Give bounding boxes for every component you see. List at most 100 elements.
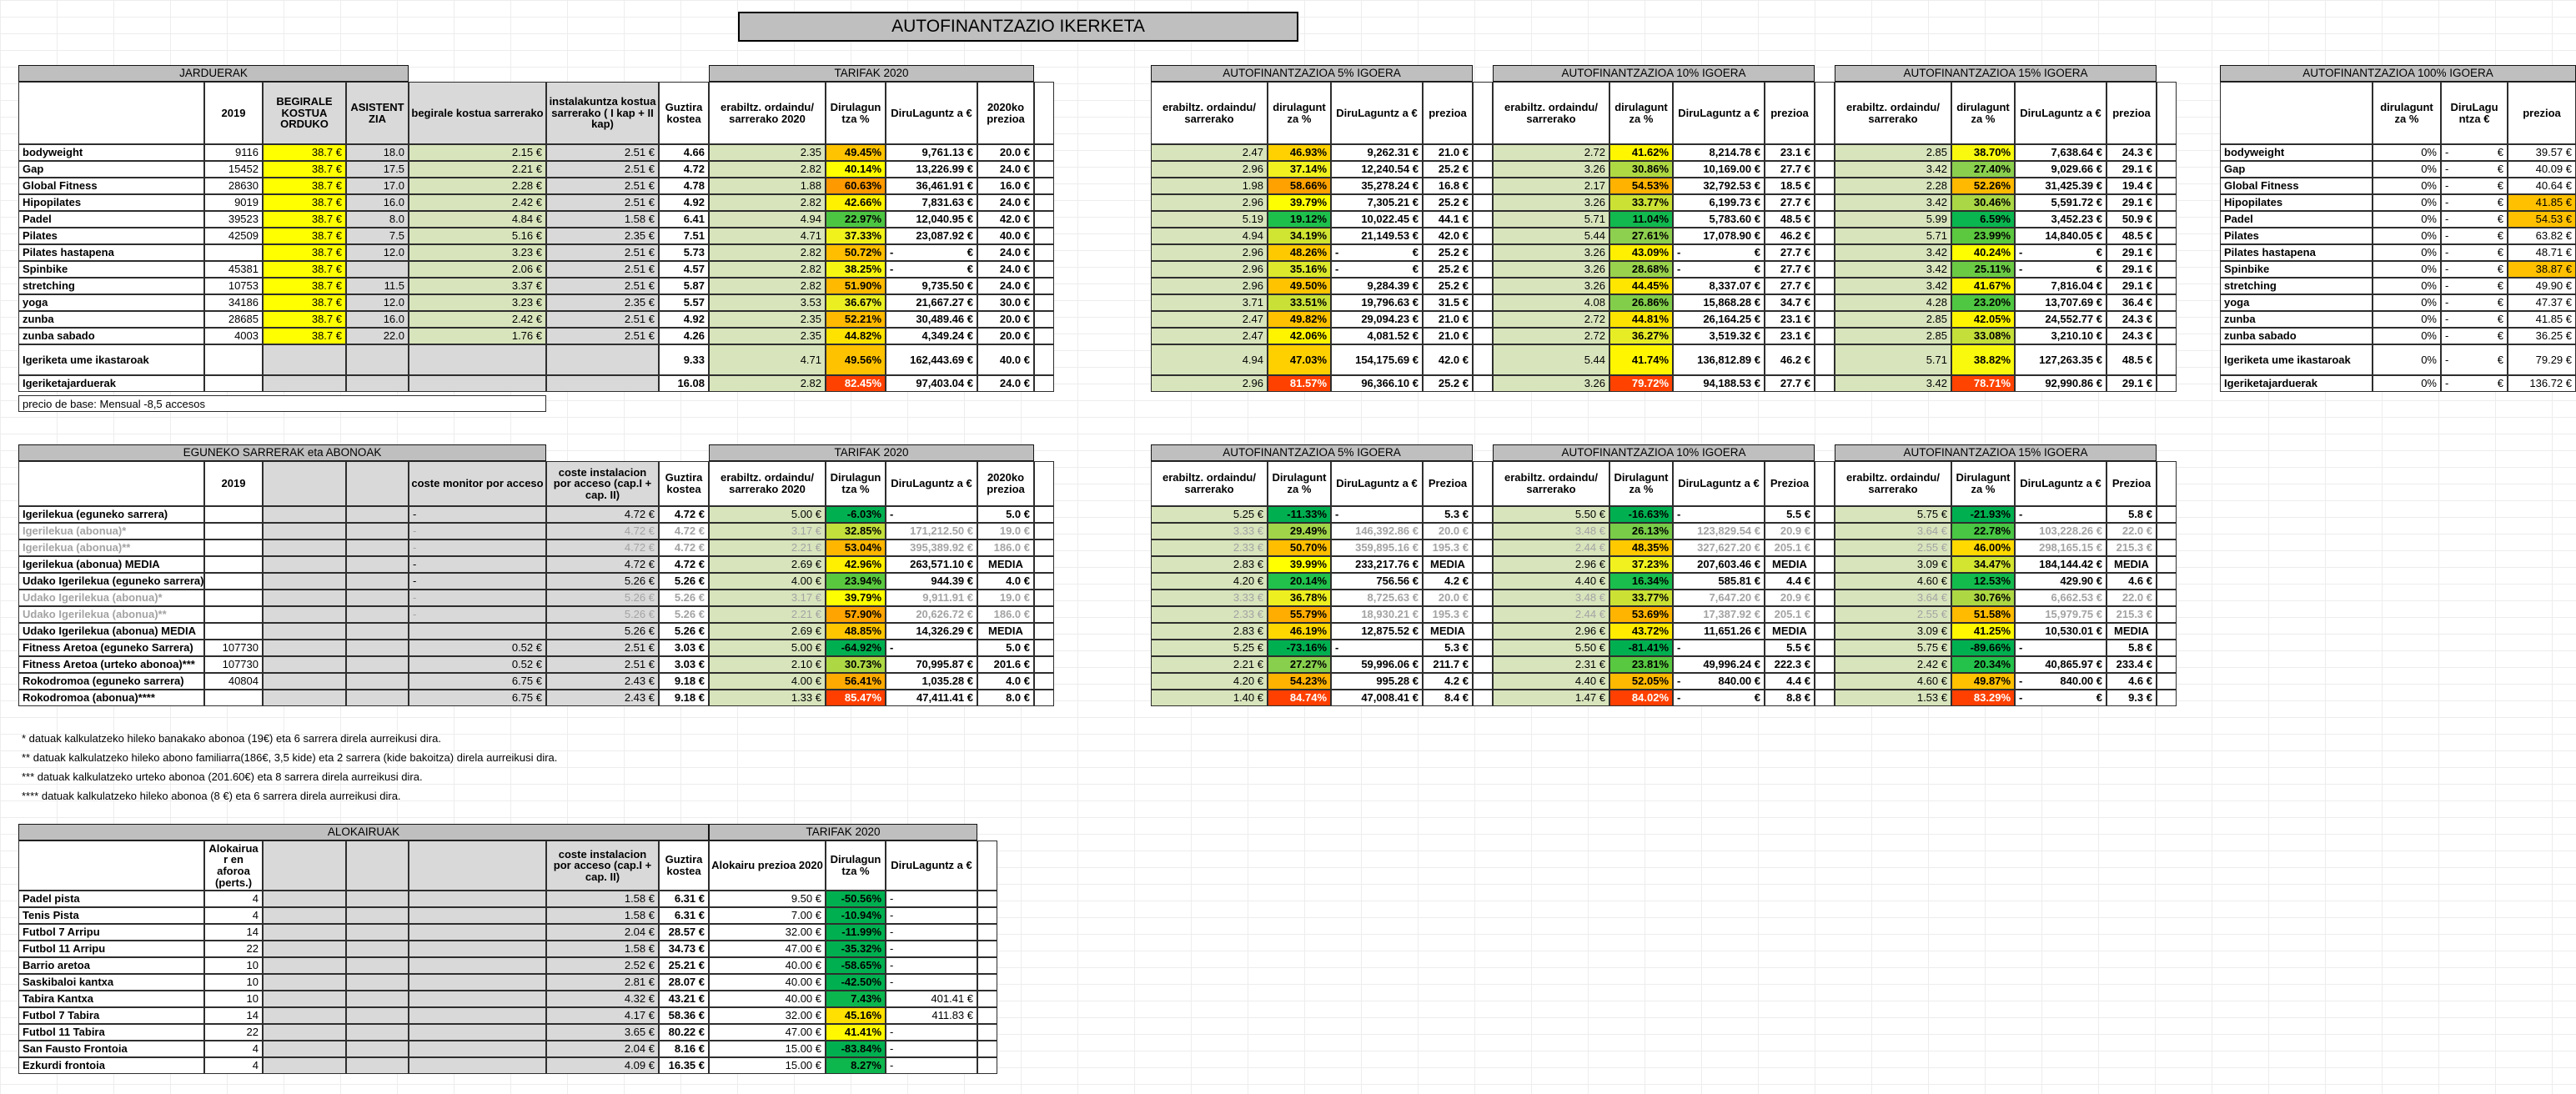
cell-aforoa[interactable]: 10: [204, 991, 263, 1007]
cell-instal[interactable]: 1.58 €: [546, 211, 659, 228]
cell-prezioa[interactable]: 54.53 €: [2508, 211, 2576, 228]
cell-pct[interactable]: 22.97%: [826, 211, 886, 228]
cell-prezioa[interactable]: 25.2 €: [1423, 161, 1473, 178]
cell-trail[interactable]: [1034, 539, 1054, 556]
cell-trail[interactable]: [1473, 623, 1493, 640]
cell-aforoa[interactable]: 10: [204, 957, 263, 974]
row-label[interactable]: Igeriketajarduerak: [18, 375, 204, 392]
cell-trail[interactable]: [1815, 506, 1835, 523]
cell-prezioa[interactable]: 186.0 €: [977, 539, 1034, 556]
cell-pct[interactable]: 6.59%: [1951, 211, 2015, 228]
cell-instal[interactable]: 4.72 €: [546, 556, 659, 573]
cell-erab[interactable]: 2.55 €: [1835, 539, 1951, 556]
hdr-eur[interactable]: DiruLaguntz a €: [1331, 461, 1423, 506]
cell-beg-sar[interactable]: 2.15 €: [409, 144, 546, 161]
cell-blank[interactable]: [346, 573, 409, 590]
cell-trail[interactable]: [2157, 539, 2177, 556]
cell-prezioa[interactable]: 30.0 €: [977, 294, 1034, 311]
cell-prezioa[interactable]: 24.0 €: [977, 278, 1034, 294]
cell-eur[interactable]: 184,144.42 €: [2015, 556, 2106, 573]
cell-2019[interactable]: 40804: [204, 673, 263, 690]
cell-guztira[interactable]: 7.51: [659, 228, 709, 244]
cell-erab[interactable]: 4.40 €: [1493, 673, 1609, 690]
cell-pct[interactable]: 0%: [2373, 228, 2441, 244]
cell-asist[interactable]: 17.5: [346, 161, 409, 178]
cell-eur[interactable]: - €: [2441, 194, 2508, 211]
cell-erab[interactable]: 2.72: [1493, 311, 1609, 328]
row-label[interactable]: Igerilekua (eguneko sarrera): [18, 506, 204, 523]
cell-eur[interactable]: - €: [2441, 161, 2508, 178]
cell-prezioa[interactable]: 29.1 €: [2106, 261, 2157, 278]
hdr-blank[interactable]: [18, 82, 204, 144]
cell-erab[interactable]: 1.33 €: [709, 690, 826, 706]
cell-trail[interactable]: [1473, 228, 1493, 244]
cell-eur[interactable]: 162,443.69 €: [886, 344, 977, 375]
cell-pct[interactable]: 36.27%: [1609, 328, 1673, 344]
hdr-blank[interactable]: [18, 841, 204, 891]
cell-prezioa[interactable]: 5.3 €: [1423, 506, 1473, 523]
cell-pct[interactable]: 23.20%: [1951, 294, 2015, 311]
cell-blank[interactable]: [346, 506, 409, 523]
cell-prezioa[interactable]: 29.1 €: [2106, 194, 2157, 211]
cell-pct[interactable]: 36.78%: [1268, 590, 1331, 606]
cell-prezioa[interactable]: 42.0 €: [977, 211, 1034, 228]
cell-eur[interactable]: 263,571.10 €: [886, 556, 977, 573]
cell-prezioa[interactable]: 25.2 €: [1423, 375, 1473, 392]
cell-eur[interactable]: - €: [1673, 261, 1765, 278]
cell-monitor[interactable]: -: [409, 539, 546, 556]
cell-asist[interactable]: 16.0: [346, 194, 409, 211]
cell-pct[interactable]: -11.33%: [1268, 506, 1331, 523]
cell-erab[interactable]: 4.71: [709, 344, 826, 375]
cell-2019[interactable]: 10753: [204, 278, 263, 294]
cell-trail[interactable]: [977, 907, 997, 924]
cell-erab[interactable]: 2.83 €: [1151, 623, 1268, 640]
cell-pct[interactable]: 41.62%: [1609, 144, 1673, 161]
hdr-instal[interactable]: instalakuntza kostua sarrerako ( I kap +…: [546, 82, 659, 144]
cell-eur[interactable]: 4,349.24 €: [886, 328, 977, 344]
cell-eur[interactable]: - €: [1673, 244, 1765, 261]
cell-eur[interactable]: -: [886, 1041, 977, 1057]
hdr-blank[interactable]: [18, 461, 204, 506]
cell-instal[interactable]: 2.51 €: [546, 194, 659, 211]
cell-erab[interactable]: 2.96: [1151, 244, 1268, 261]
cell-pct[interactable]: 42.05%: [1951, 311, 2015, 328]
cell-instal[interactable]: 4.32 €: [546, 991, 659, 1007]
cell-beg-sar[interactable]: 3.23 €: [409, 294, 546, 311]
cell-eur[interactable]: 136,812.89 €: [1673, 344, 1765, 375]
cell-trail[interactable]: [1815, 228, 1835, 244]
cell-blank[interactable]: [263, 640, 346, 656]
cell-pct[interactable]: 48.26%: [1268, 244, 1331, 261]
cell-erab[interactable]: 3.26: [1493, 194, 1609, 211]
cell-eur[interactable]: 1,035.28 €: [886, 673, 977, 690]
cell-eur[interactable]: 9,761.13 €: [886, 144, 977, 161]
cell-pct[interactable]: 39.99%: [1268, 556, 1331, 573]
cell-trail[interactable]: [1815, 656, 1835, 673]
cell-trail[interactable]: [977, 1041, 997, 1057]
cell-pct[interactable]: 83.29%: [1951, 690, 2015, 706]
cell-pct[interactable]: 0%: [2373, 211, 2441, 228]
cell-trail[interactable]: [977, 1057, 997, 1074]
cell-erab[interactable]: 5.00 €: [709, 640, 826, 656]
cell-prezioa[interactable]: MEDIA: [977, 623, 1034, 640]
cell-trail[interactable]: [1473, 375, 1493, 392]
cell-prezioa[interactable]: MEDIA: [1765, 556, 1815, 573]
cell-prezioa[interactable]: 50.9 €: [2106, 211, 2157, 228]
cell-prezioa[interactable]: 79.29 €: [2508, 344, 2576, 375]
cell-prezioa[interactable]: 27.7 €: [1765, 244, 1815, 261]
cell-trail[interactable]: [2157, 640, 2177, 656]
cell-monitor[interactable]: -: [409, 556, 546, 573]
row-label[interactable]: Global Fitness: [18, 178, 204, 194]
cell-guztira[interactable]: 28.07 €: [659, 974, 709, 991]
hdr-erab[interactable]: erabiltz. ordaindu/ sarrerako: [1493, 461, 1609, 506]
cell-pct[interactable]: 60.63%: [826, 178, 886, 194]
row-label[interactable]: San Fausto Frontoia: [18, 1041, 204, 1057]
cell-pct[interactable]: 0%: [2373, 328, 2441, 344]
cell-erab[interactable]: 3.26: [1493, 261, 1609, 278]
cell-instal[interactable]: 2.81 €: [546, 974, 659, 991]
hdr-prezioa[interactable]: Prezioa: [2106, 461, 2157, 506]
cell-alok[interactable]: 47.00 €: [709, 941, 826, 957]
cell-trail[interactable]: [1473, 211, 1493, 228]
cell-trail[interactable]: [2157, 211, 2177, 228]
cell-erab[interactable]: 2.47: [1151, 311, 1268, 328]
hdr-eur[interactable]: DiruLaguntz a €: [1673, 82, 1765, 144]
